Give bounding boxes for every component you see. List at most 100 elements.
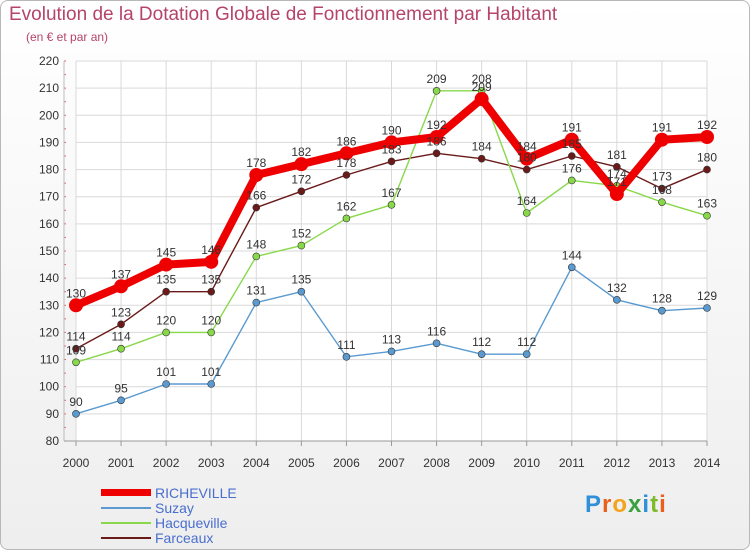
data-label-farceaux-2003: 135 — [201, 273, 221, 287]
data-point-richeville-2003 — [204, 254, 219, 269]
data-point-hacqueville-2007 — [387, 201, 396, 209]
y-tick-label-130: 130 — [39, 298, 59, 312]
data-point-richeville-2004 — [249, 168, 264, 182]
data-label-richeville-2004: 178 — [246, 156, 266, 170]
data-point-farceaux-2004 — [252, 203, 261, 212]
data-label-hacqueville-2012: 174 — [607, 167, 627, 181]
data-label-suzay-2005: 135 — [291, 273, 311, 287]
data-point-hacqueville-2010 — [522, 209, 531, 217]
data-point-suzay-2002 — [162, 380, 170, 388]
data-label-farceaux-2010: 180 — [517, 151, 537, 165]
data-label-farceaux-2009: 184 — [472, 140, 492, 154]
data-point-suzay-2013 — [658, 306, 666, 315]
x-tick-label-2002: 2002 — [153, 456, 180, 470]
data-label-farceaux-2005: 172 — [291, 172, 311, 186]
logo-letter: r — [602, 491, 613, 518]
data-point-richeville-2001 — [114, 279, 129, 294]
data-point-hacqueville-2004 — [252, 252, 261, 261]
data-point-farceaux-2007 — [387, 157, 396, 166]
y-tick-label-220: 220 — [39, 54, 59, 68]
data-point-hacqueville-2005 — [297, 241, 306, 250]
data-label-hacqueville-2013: 168 — [652, 183, 672, 197]
logo-letter: i — [659, 491, 667, 518]
x-tick-label-2009: 2009 — [468, 456, 495, 470]
data-point-richeville-2007 — [384, 135, 399, 150]
data-label-farceaux-2007: 183 — [381, 142, 401, 156]
data-label-hacqueville-2001: 114 — [112, 330, 131, 344]
y-tick-label-160: 160 — [39, 217, 59, 231]
y-tick-label-200: 200 — [39, 108, 59, 122]
data-point-hacqueville-2008 — [432, 87, 441, 95]
data-point-suzay-2004 — [252, 298, 261, 307]
data-point-suzay-2001 — [117, 396, 125, 405]
data-point-suzay-2011 — [567, 263, 576, 272]
data-label-suzay-2004: 131 — [246, 284, 266, 298]
legend-swatch-farceaux — [101, 537, 151, 539]
x-tick-label-2005: 2005 — [288, 456, 315, 470]
data-label-richeville-2014: 192 — [697, 118, 717, 132]
x-tick-label-2008: 2008 — [423, 456, 450, 470]
data-label-richeville-2001: 137 — [111, 267, 131, 281]
data-point-suzay-2000 — [72, 410, 80, 418]
data-label-farceaux-2004: 166 — [246, 189, 266, 203]
y-tick-label-150: 150 — [39, 244, 59, 258]
data-point-hacqueville-2002 — [162, 328, 170, 337]
data-label-richeville-2006: 186 — [336, 134, 356, 148]
data-label-farceaux-2002: 135 — [156, 273, 176, 287]
data-point-farceaux-2010 — [522, 165, 531, 174]
y-tick-label-140: 140 — [39, 271, 59, 285]
data-point-hacqueville-2011 — [567, 176, 576, 185]
data-label-suzay-2001: 95 — [114, 381, 128, 395]
data-point-farceaux-2001 — [117, 320, 125, 329]
data-point-suzay-2009 — [477, 350, 486, 358]
data-point-farceaux-2011 — [567, 152, 576, 160]
chart-title: Evolution de la Dotation Globale de Fonc… — [9, 4, 558, 25]
data-point-farceaux-2002 — [162, 287, 170, 296]
data-label-hacqueville-2005: 152 — [291, 227, 311, 241]
data-point-richeville-2002 — [159, 257, 174, 272]
data-label-farceaux-2008: 186 — [427, 134, 447, 148]
data-label-farceaux-2011: 185 — [562, 137, 582, 151]
data-label-suzay-2013: 128 — [652, 292, 672, 306]
data-point-farceaux-2000 — [72, 344, 80, 353]
data-label-hacqueville-2006: 162 — [336, 199, 356, 213]
data-label-richeville-2013: 191 — [652, 121, 672, 135]
data-point-farceaux-2014 — [703, 165, 711, 174]
data-point-hacqueville-2003 — [207, 328, 216, 337]
data-label-hacqueville-2007: 167 — [381, 186, 401, 200]
data-label-farceaux-2001: 123 — [111, 305, 131, 319]
data-label-hacqueville-2003: 120 — [201, 313, 221, 327]
legend-label-richeville: RICHEVILLE — [155, 485, 237, 501]
x-tick-label-2014: 2014 — [694, 456, 721, 470]
data-point-hacqueville-2006 — [342, 214, 351, 223]
data-label-hacqueville-2002: 120 — [156, 313, 176, 327]
chart-subtitle: (en € et par an) — [26, 30, 109, 44]
data-point-hacqueville-2013 — [658, 198, 666, 206]
data-label-suzay-2007: 113 — [382, 332, 401, 346]
data-label-hacqueville-2010: 164 — [517, 194, 537, 208]
data-point-suzay-2007 — [387, 347, 396, 356]
data-label-hacqueville-2004: 148 — [246, 237, 266, 251]
data-label-suzay-2014: 129 — [697, 289, 717, 303]
x-tick-label-2013: 2013 — [649, 456, 676, 470]
data-label-richeville-2012: 171 — [607, 175, 627, 189]
y-tick-label-110: 110 — [40, 353, 59, 367]
data-label-farceaux-2000: 114 — [66, 330, 85, 344]
data-label-richeville-2010: 184 — [517, 140, 537, 154]
data-point-suzay-2003 — [207, 380, 216, 388]
legend-label-suzay: Suzay — [155, 500, 194, 516]
y-tick-label-100: 100 — [39, 380, 59, 394]
data-point-suzay-2005 — [297, 287, 306, 296]
x-tick-label-2004: 2004 — [243, 456, 270, 470]
legend-label-hacqueville: Hacqueville — [155, 515, 228, 531]
data-label-richeville-2005: 182 — [291, 145, 311, 159]
data-label-hacqueville-2008: 209 — [427, 72, 447, 86]
data-point-suzay-2014 — [703, 304, 711, 312]
x-tick-label-2003: 2003 — [198, 456, 225, 470]
data-label-suzay-2003: 101 — [201, 365, 221, 379]
data-point-richeville-2011 — [564, 132, 579, 147]
data-label-hacqueville-2009: 208 — [472, 72, 492, 86]
data-point-farceaux-2012 — [613, 163, 621, 171]
